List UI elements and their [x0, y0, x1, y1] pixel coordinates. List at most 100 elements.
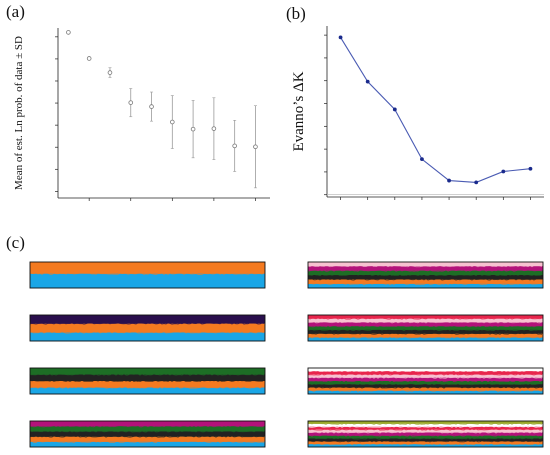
membership-bar-frame — [29, 314, 266, 342]
panel-a-scatter: Mean of est. Ln prob. of data ± SD — [13, 28, 270, 201]
membership-bar-frame — [307, 314, 544, 342]
membership-band — [308, 387, 543, 391]
membership-band — [308, 315, 543, 319]
band-boundary-noise — [307, 332, 543, 335]
membership-facet — [307, 420, 544, 448]
membership-band — [308, 390, 543, 395]
data-point-b — [392, 107, 397, 112]
data-point-b — [528, 166, 533, 171]
band-boundary-noise — [29, 272, 265, 275]
membership-facet — [307, 261, 544, 289]
data-point-a — [86, 56, 92, 61]
panel-label-b: (b) — [286, 4, 306, 23]
band-boundary-noise — [307, 317, 543, 320]
y-axis-title-b: Evanno’s ΔK — [291, 71, 307, 151]
band-boundary-noise — [307, 440, 543, 443]
data-point-a — [128, 100, 134, 105]
membership-band — [30, 323, 265, 333]
membership-band — [308, 377, 543, 382]
band-boundary-noise — [29, 373, 265, 376]
membership-bar-frame — [29, 261, 266, 289]
panel-label-c: (c) — [6, 233, 25, 252]
band-boundary-noise — [307, 373, 543, 376]
membership-band — [308, 333, 543, 338]
band-boundary-noise — [29, 425, 265, 428]
band-boundary-noise — [307, 389, 543, 392]
band-boundary-noise — [307, 437, 543, 440]
band-boundary-noise — [307, 328, 543, 331]
band-boundary-noise — [29, 379, 265, 383]
membership-bar-frame — [307, 420, 544, 448]
band-boundary-noise — [307, 431, 543, 434]
membership-bar-frame — [29, 367, 266, 395]
membership-facet — [29, 314, 266, 342]
band-boundary-noise — [307, 265, 543, 268]
membership-band — [308, 279, 543, 285]
band-boundary-noise — [29, 386, 265, 389]
membership-band — [308, 381, 543, 385]
data-point-a — [107, 70, 113, 75]
band-boundary-noise — [307, 443, 543, 446]
band-boundary-noise — [307, 383, 543, 386]
data-point-b — [420, 157, 424, 162]
membership-band — [30, 315, 265, 324]
membership-band — [30, 332, 265, 342]
membership-band — [308, 283, 543, 289]
membership-band — [308, 270, 543, 276]
data-point-a — [170, 119, 175, 125]
band-boundary-noise — [29, 322, 265, 325]
membership-bar-frame — [307, 367, 544, 395]
band-boundary-noise — [307, 386, 543, 389]
band-boundary-noise — [29, 331, 265, 334]
membership-band — [30, 368, 265, 375]
membership-band — [30, 436, 265, 443]
membership-facet — [307, 367, 544, 395]
membership-bar-frame — [29, 420, 266, 448]
membership-band — [308, 435, 543, 439]
membership-band — [308, 322, 543, 327]
membership-band — [308, 371, 543, 375]
panel-b-line: Evanno’s ΔK — [291, 26, 544, 200]
membership-band — [30, 262, 265, 274]
membership-band — [308, 318, 543, 323]
data-point-b — [474, 180, 479, 185]
membership-bar-frame — [307, 261, 544, 289]
membership-band — [30, 421, 265, 427]
data-point-b — [501, 169, 506, 174]
band-boundary-noise — [307, 428, 543, 431]
membership-band — [30, 431, 265, 437]
membership-facet — [307, 314, 544, 342]
panel-c-membership-bars — [29, 261, 544, 448]
membership-band — [30, 426, 265, 432]
membership-band — [308, 337, 543, 342]
data-point-a — [253, 144, 258, 150]
band-boundary-noise — [307, 269, 543, 272]
y-axis-title-a: Mean of est. Ln prob. of data ± SD — [13, 36, 25, 190]
membership-band — [308, 423, 543, 428]
membership-band — [308, 438, 543, 442]
membership-band — [308, 384, 543, 388]
band-boundary-noise — [307, 336, 543, 339]
data-point-b — [365, 79, 370, 84]
membership-band — [30, 374, 265, 382]
membership-band — [308, 266, 543, 271]
panel-label-a: (a) — [6, 2, 25, 21]
membership-band — [30, 381, 265, 388]
band-boundary-noise — [307, 321, 543, 324]
band-boundary-noise — [307, 434, 543, 437]
membership-band — [30, 387, 265, 395]
band-boundary-noise — [307, 422, 543, 425]
membership-band — [308, 329, 543, 335]
membership-band — [308, 444, 543, 448]
membership-band — [308, 374, 543, 378]
membership-band — [308, 426, 543, 430]
membership-band — [308, 368, 543, 372]
membership-band — [30, 441, 265, 448]
membership-facet — [29, 261, 266, 289]
data-point-a — [211, 126, 217, 131]
series-line-b — [340, 37, 531, 183]
band-boundary-noise — [307, 379, 543, 383]
data-point-b — [338, 35, 343, 40]
band-boundary-noise — [307, 325, 543, 328]
